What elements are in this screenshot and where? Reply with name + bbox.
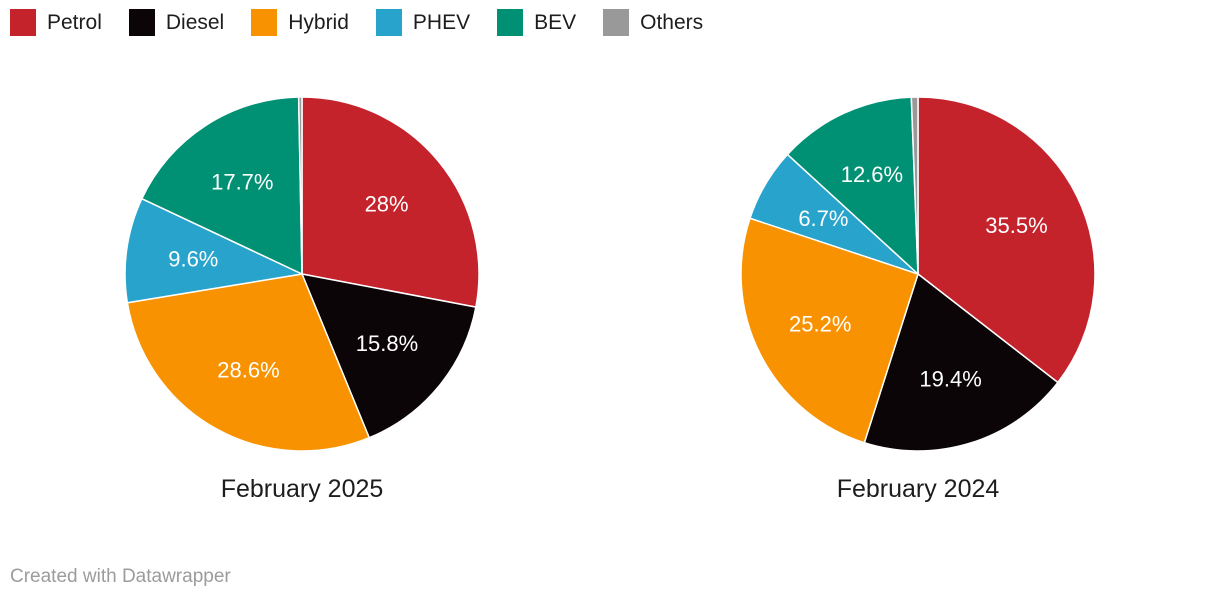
legend-label: Hybrid [288, 11, 349, 34]
legend-swatch-others [603, 9, 630, 36]
legend-item-petrol: Petrol [10, 9, 102, 36]
pie-slice-phev[interactable] [124, 197, 303, 304]
datawrapper-credit-link[interactable]: Created with Datawrapper [10, 566, 231, 587]
pie-chart-february-2024: 35.5% 19.4% 25.2% 6.7% 12.6% February 2024 [738, 94, 1098, 504]
legend-label: Others [640, 11, 704, 34]
pie-slice-hybrid[interactable] [740, 217, 919, 444]
legend-item-phev: PHEV [375, 9, 471, 36]
slice-label-diesel: 15.8% [356, 331, 418, 356]
pie-slice-petrol[interactable] [917, 96, 1096, 384]
chart-title-february-2024: February 2024 [836, 475, 1000, 503]
slice-label-petrol: 28% [365, 192, 409, 217]
chart-title-february-2025: February 2025 [220, 475, 384, 503]
pie-svg-february-2024: 35.5% 19.4% 25.2% 6.7% 12.6% [740, 96, 1096, 452]
pie-slice-diesel[interactable] [863, 273, 1059, 452]
legend-item-bev: BEV [497, 9, 576, 36]
slice-label-hybrid: 28.6% [217, 357, 279, 382]
legend-item-diesel: Diesel [128, 9, 225, 36]
slice-label-petrol: 35.5% [985, 213, 1047, 238]
legend-swatch-hybrid [251, 9, 278, 36]
legend-item-others: Others [603, 9, 703, 36]
slice-label-hybrid: 25.2% [789, 311, 851, 336]
legend-label: PHEV [412, 11, 471, 34]
slice-label-phev: 9.6% [168, 246, 218, 271]
pie-chart-february-2025: 28% 15.8% 28.6% 9.6% 17.7% February 2025 [122, 94, 482, 504]
legend-swatch-phev [375, 9, 402, 36]
legend-item-hybrid: Hybrid [251, 9, 349, 36]
slice-label-bev: 17.7% [211, 169, 273, 194]
legend-label: Diesel [165, 11, 225, 34]
pie-slice-bev[interactable] [786, 96, 919, 275]
legend: Petrol Diesel Hybrid PHEV BEV Others [10, 9, 703, 36]
legend-label: Petrol [47, 11, 102, 34]
pie-svg-february-2025: 28% 15.8% 28.6% 9.6% 17.7% [124, 96, 480, 452]
slice-label-diesel: 19.4% [919, 366, 981, 391]
legend-swatch-petrol [10, 9, 36, 36]
pie-slice-hybrid[interactable] [126, 273, 370, 452]
legend-swatch-bev [497, 9, 524, 36]
slice-label-phev: 6.7% [798, 206, 848, 231]
legend-swatch-diesel [128, 9, 155, 36]
slice-label-bev: 12.6% [841, 162, 903, 187]
pie-slice-diesel[interactable] [301, 273, 477, 439]
pie-slice-others[interactable] [910, 96, 919, 275]
pie-slice-others[interactable] [297, 96, 303, 275]
pie-slice-bev[interactable] [141, 96, 303, 275]
legend-label: BEV [534, 11, 577, 34]
pie-slice-petrol[interactable] [301, 96, 480, 308]
